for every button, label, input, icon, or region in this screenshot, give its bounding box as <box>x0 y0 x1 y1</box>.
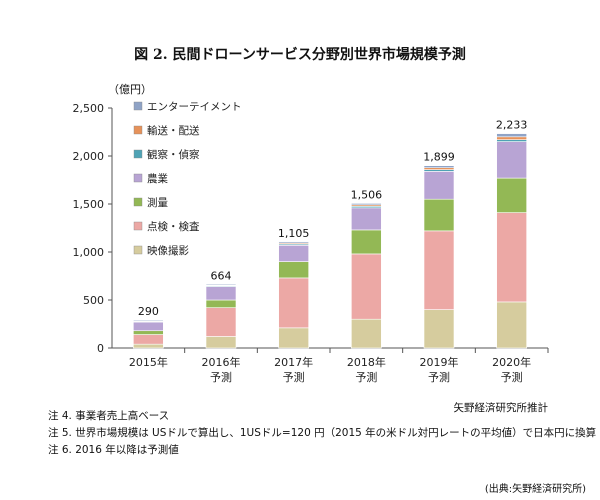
bar-segment <box>496 177 527 213</box>
x-category-label: 2016年 <box>202 355 241 369</box>
x-category-label: 予測 <box>501 370 523 384</box>
bar-segment <box>278 241 309 244</box>
y-tick-label: 2,000 <box>73 150 105 163</box>
bar-segment <box>496 212 527 303</box>
legend-label: 輸送・配送 <box>147 124 200 137</box>
bar-total-label: 1,105 <box>278 227 310 240</box>
legend-label: 農業 <box>147 172 168 185</box>
bar-segment <box>351 203 382 206</box>
x-category-label: 予測 <box>428 370 450 384</box>
y-tick-label: 0 <box>97 342 104 355</box>
legend-label: エンターテイメント <box>147 101 242 113</box>
bar-segment <box>205 336 237 349</box>
legend-swatch <box>133 197 143 207</box>
legend-label: 映像撮影 <box>147 244 189 257</box>
bar-segment <box>423 309 455 349</box>
source-text: (出典:矢野経済研究所) <box>484 484 586 495</box>
y-tick-label: 500 <box>83 294 104 307</box>
bar-segment <box>133 319 164 322</box>
bar-segment <box>133 321 164 332</box>
bar-segment <box>205 286 237 301</box>
y-axis-unit-label: （億円） <box>108 83 152 96</box>
stacked-bar-chart: 0 500 1,000 1,500 2,000 2,500 290 2015年 664 2016年… <box>73 101 549 384</box>
bar-segment <box>278 261 309 279</box>
bar-segment <box>423 230 455 310</box>
bar-segment <box>133 334 164 345</box>
y-tick-label: 2,500 <box>73 102 105 115</box>
legend-label: 点検・検査 <box>147 220 200 233</box>
bar-total-label: 1,506 <box>351 188 383 201</box>
x-category-label: 予測 <box>210 370 232 384</box>
legend-swatch <box>133 101 143 111</box>
note-6: 注 6. 2016 年以降は予測値 <box>48 444 179 456</box>
bar-segment <box>496 141 527 179</box>
bar-segment <box>351 229 382 255</box>
legend-swatch <box>133 221 143 231</box>
x-category-label: 予測 <box>355 370 377 384</box>
bar-segment <box>423 171 455 200</box>
bar-segment <box>351 207 382 231</box>
bar-total-label: 290 <box>138 305 159 318</box>
bar-segment <box>351 253 382 320</box>
legend-swatch <box>133 245 143 255</box>
bar-total-label: 1,899 <box>423 151 455 164</box>
bar-segment <box>351 318 382 349</box>
x-category-label: 予測 <box>283 370 305 384</box>
legend-swatch <box>133 173 143 183</box>
legend-swatch <box>133 149 143 159</box>
bar-segment <box>423 165 455 169</box>
bar-segment <box>205 307 237 337</box>
bar-segment <box>205 299 237 308</box>
y-tick-label: 1,000 <box>73 246 105 259</box>
bar-segment <box>496 136 527 140</box>
bar-segment <box>133 330 164 335</box>
bar-segment <box>205 283 237 286</box>
x-category-label: 2018年 <box>347 355 386 369</box>
note-4: 注 4. 事業者売上高ベース <box>48 410 170 422</box>
y-tick-label: 1,500 <box>73 198 105 211</box>
x-category-label: 2020年 <box>492 355 531 369</box>
bar-segment <box>496 301 527 349</box>
note-5: 注 5. 世界市場規模は USドルで算出し、1USドル=120 円（2015 年… <box>48 427 597 439</box>
x-category-label: 2017年 <box>274 355 313 369</box>
legend-label: 観察・偵察 <box>147 148 200 161</box>
x-category-label: 2019年 <box>420 355 459 369</box>
x-category-label: 2015年 <box>129 355 168 369</box>
credit-text: 矢野経済研究所推計 <box>453 402 549 414</box>
bar-segment <box>278 327 309 349</box>
bar-segment <box>423 198 455 232</box>
bar-total-label: 664 <box>211 269 232 282</box>
bar-segment <box>496 133 527 138</box>
legend-label: 測量 <box>147 196 168 209</box>
chart-title: 図 2. 民間ドローンサービス分野別世界市場規模予測 <box>134 47 466 63</box>
bar-segment <box>133 343 164 349</box>
bar-segment <box>278 277 309 329</box>
bar-total-label: 2,233 <box>496 119 528 132</box>
bar-segment <box>278 244 309 262</box>
legend-swatch <box>133 125 143 135</box>
